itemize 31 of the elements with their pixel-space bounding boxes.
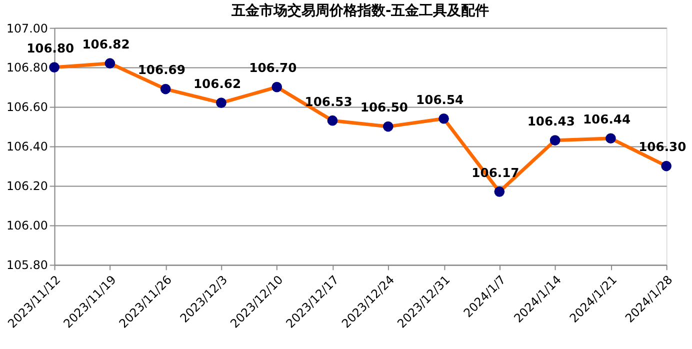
data-label: 106.30 bbox=[638, 140, 686, 154]
point bbox=[327, 115, 338, 126]
y-tick-label: 106.80 bbox=[6, 60, 48, 75]
point bbox=[606, 133, 616, 144]
data-label: 106.53 bbox=[304, 94, 352, 109]
point bbox=[494, 186, 505, 197]
point bbox=[49, 62, 60, 72]
data-label: 106.50 bbox=[360, 100, 408, 115]
y-tick-label: 106.40 bbox=[6, 140, 48, 154]
chart-title: 五金市场交易周价格指数-五金工具及配件 bbox=[230, 2, 490, 19]
point bbox=[104, 58, 116, 69]
y-tick-label: 106.60 bbox=[6, 100, 48, 114]
data-label: 106.70 bbox=[249, 61, 297, 76]
data-label: 106.43 bbox=[527, 114, 575, 129]
data-label: 106.62 bbox=[193, 77, 242, 92]
point bbox=[661, 160, 672, 172]
data-label: 106.69 bbox=[138, 63, 186, 78]
y-tick-label: 106.20 bbox=[6, 179, 48, 194]
point bbox=[382, 121, 394, 132]
point bbox=[550, 135, 560, 146]
point bbox=[272, 82, 282, 92]
y-tick-label: 105.80 bbox=[6, 258, 48, 272]
point bbox=[160, 84, 171, 94]
y-tick-label: 106.00 bbox=[6, 218, 48, 233]
y-tick-label: 107.00 bbox=[6, 21, 48, 36]
data-label: 106.80 bbox=[26, 41, 74, 56]
point bbox=[438, 113, 449, 124]
data-label: 106.82 bbox=[82, 38, 130, 52]
data-label: 106.44 bbox=[582, 112, 631, 127]
data-label: 106.54 bbox=[416, 92, 464, 107]
point bbox=[216, 98, 226, 108]
